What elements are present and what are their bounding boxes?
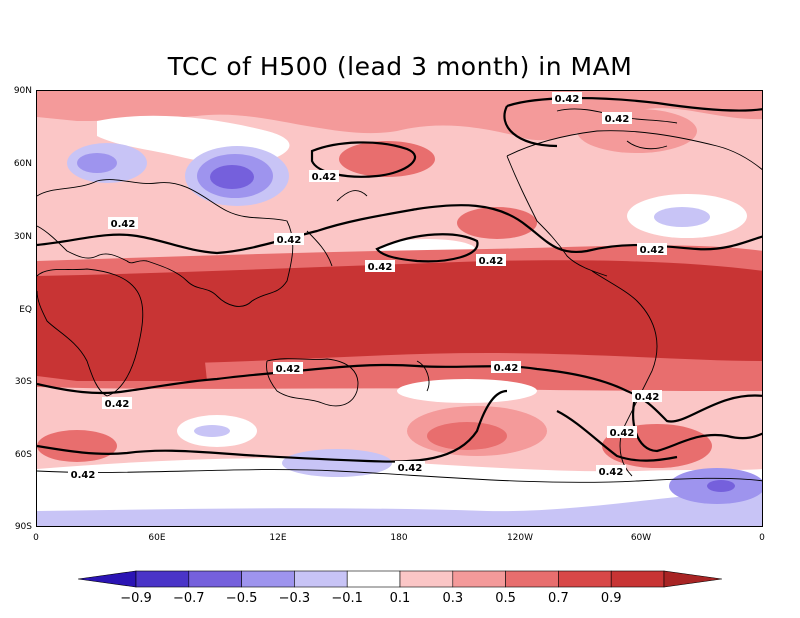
colorbar-cell: [346, 570, 401, 588]
contour-label-text: 0.42: [398, 463, 423, 474]
colorbar-cell: [399, 570, 454, 588]
field-blue-antarctic-core: [707, 480, 735, 492]
contour-label-text: 0.42: [111, 219, 136, 230]
lat-label-60n: 60N: [13, 159, 32, 169]
colorbar-cell: [505, 570, 559, 588]
contour-label-text: 0.42: [71, 470, 96, 481]
colorbar-tick-label: −0.5: [225, 591, 258, 606]
colorbar-cell: [188, 570, 242, 588]
contour-label-text: 0.42: [368, 262, 393, 273]
colorbar-arrow-low: [78, 570, 137, 588]
lat-label-90n: 90N: [13, 86, 32, 96]
field-south-lightblue: [37, 491, 762, 526]
contour-label-6: 0.42: [365, 260, 395, 273]
contour-label-11: 0.42: [102, 397, 132, 410]
contour-label-text: 0.42: [312, 172, 337, 183]
lon-label-60e: 60E: [148, 533, 166, 543]
contour-label-4: 0.42: [108, 217, 138, 230]
colorbar-cell: [135, 570, 190, 588]
contour-label-text: 0.42: [555, 94, 580, 105]
lon-label-0-east: 0: [759, 533, 765, 543]
contour-label-text: 0.42: [494, 363, 519, 374]
colorbar-cell: [452, 570, 506, 588]
lat-label-60s: 60S: [14, 450, 32, 460]
contour-label-text: 0.42: [105, 399, 130, 410]
coastlines: [37, 108, 762, 483]
colorbar-tick-label: 0.3: [442, 591, 464, 606]
field-white-pacific-s: [397, 379, 537, 403]
contour-label-2: 0.42: [602, 112, 632, 125]
lon-label-60w: 60W: [630, 533, 652, 543]
contour-label-7: 0.42: [476, 254, 506, 267]
contour-label-5: 0.42: [274, 233, 304, 246]
contour-label-text: 0.42: [640, 245, 665, 256]
colorbar-cell: [558, 570, 612, 588]
correlation-map: 0.42 0.42 0.42 0.42 0.42 0.42 0.42 0.42 …: [37, 91, 762, 526]
contour-label-text: 0.42: [610, 428, 635, 439]
colorbar: [78, 570, 722, 588]
field-tropics-strong: [37, 260, 762, 363]
lon-label-120w: 120W: [506, 533, 534, 543]
contour-label-15: 0.42: [68, 468, 98, 481]
field-tropics-strong-indian: [37, 286, 207, 381]
contour-label-8: 0.42: [637, 243, 667, 256]
contour-label-text: 0.42: [635, 392, 660, 403]
contour-label-9: 0.42: [273, 362, 303, 375]
colorbar-tick-label: −0.1: [331, 591, 363, 606]
lon-label-0: 0: [33, 533, 39, 543]
field-red-south-pacific2: [427, 422, 507, 450]
colorbar-tick-label: −0.7: [173, 591, 205, 606]
chart-title: TCC of H500 (lead 3 month) in MAM: [167, 52, 633, 81]
colorbar-cell: [610, 570, 665, 588]
field-red-pacific-n: [339, 141, 435, 177]
lat-label-30s: 30S: [14, 377, 32, 387]
field-red-pacific-n2: [457, 207, 537, 239]
lat-label-eq: EQ: [19, 305, 32, 315]
field-blue-indian-s: [194, 425, 230, 437]
contour-label-text: 0.42: [479, 256, 504, 267]
colorbar-tick-label: 0.1: [389, 591, 411, 606]
colorbar-arrow-high: [663, 570, 722, 588]
colorbar-tick-label: 0.9: [600, 591, 622, 606]
contour-label-14: 0.42: [395, 461, 425, 474]
field-red-s-africa: [37, 430, 117, 462]
colorbar-cell: [294, 570, 348, 588]
lon-label-180: 180: [390, 533, 408, 543]
colorbar-tick-label: 0.7: [548, 591, 569, 606]
contour-label-text: 0.42: [599, 467, 624, 478]
contour-label-16: 0.42: [596, 465, 626, 478]
field-blue-siberia-core: [210, 165, 254, 189]
contour-label-12: 0.42: [632, 390, 662, 403]
contour-label-1: 0.42: [552, 92, 582, 105]
field-blue-atlantic-n: [654, 207, 710, 227]
contour-label-text: 0.42: [605, 114, 630, 125]
contour-label-10: 0.42: [491, 361, 521, 374]
contour-label-13: 0.42: [607, 426, 637, 439]
colorbar-cell: [241, 570, 295, 588]
colorbar-tick-label: −0.9: [120, 591, 152, 606]
contour-labels: 0.42 0.42 0.42 0.42 0.42 0.42 0.42 0.42 …: [68, 92, 667, 481]
lat-label-90s: 90S: [14, 522, 32, 532]
contour-label-text: 0.42: [276, 364, 301, 375]
lon-label-12e: 12E: [269, 533, 287, 543]
colorbar-tick-label: −0.3: [278, 591, 311, 606]
map-panel: 0.42 0.42 0.42 0.42 0.42 0.42 0.42 0.42 …: [36, 90, 763, 527]
contour-label-3: 0.42: [309, 170, 339, 183]
field-blue-europe-core: [77, 153, 117, 173]
colorbar-tick-label: 0.5: [495, 591, 516, 606]
lat-label-30n: 30N: [13, 232, 32, 242]
contour-label-text: 0.42: [277, 235, 302, 246]
